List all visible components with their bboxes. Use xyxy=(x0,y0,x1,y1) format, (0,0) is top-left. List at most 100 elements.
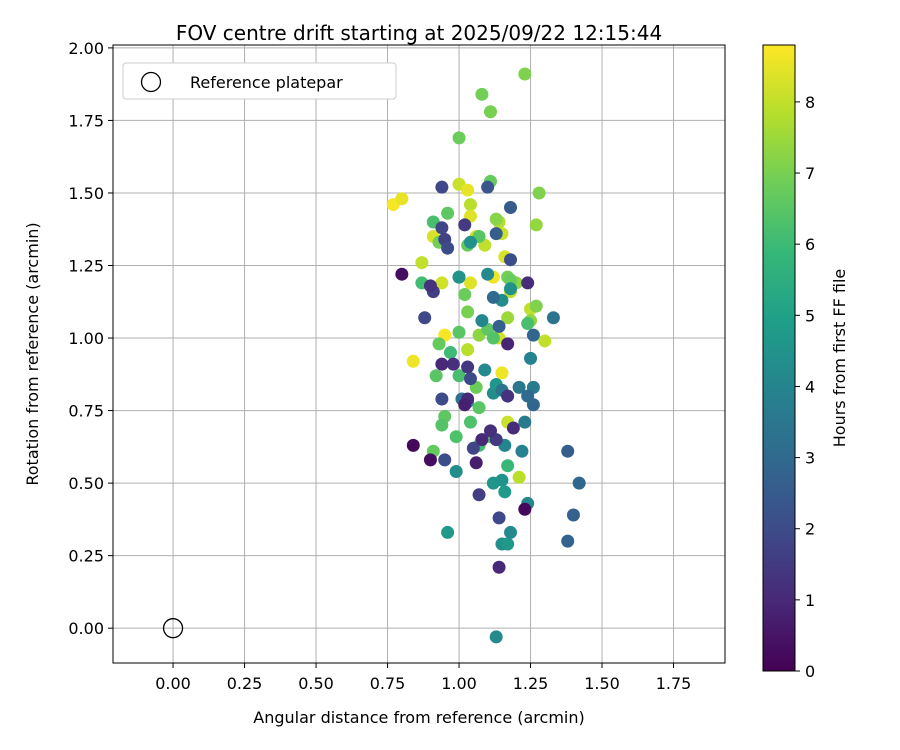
x-tick-label: 0.50 xyxy=(298,674,334,693)
data-point xyxy=(566,508,580,522)
data-points xyxy=(386,67,586,644)
colorbar-tick-label: 1 xyxy=(805,591,815,610)
data-point xyxy=(489,630,503,644)
y-axis-ticks: 0.00 0.25 0.50 0.75 1.00 1.25 1.50 1.75 2.00 xyxy=(68,39,113,638)
y-tick-label: 1.25 xyxy=(68,257,104,276)
colorbar: 0 1 2 3 4 5 6 7 8 Hours from first FF file xyxy=(762,44,849,681)
data-point xyxy=(492,511,506,525)
data-point xyxy=(504,253,518,267)
y-tick-label: 0.75 xyxy=(68,402,104,421)
data-point xyxy=(501,459,515,473)
data-point xyxy=(435,276,449,290)
data-point xyxy=(472,401,486,415)
data-point xyxy=(546,311,560,325)
data-point xyxy=(475,433,489,447)
data-point xyxy=(518,415,532,429)
data-point xyxy=(478,363,492,377)
colorbar-ticks: 0 1 2 3 4 5 6 7 8 xyxy=(795,93,815,681)
data-point xyxy=(518,67,532,81)
data-point xyxy=(395,267,409,281)
plot-area xyxy=(113,45,725,663)
data-point xyxy=(526,328,540,342)
data-point xyxy=(529,299,543,313)
data-point xyxy=(472,488,486,502)
x-tick-label: 0.75 xyxy=(370,674,406,693)
data-point xyxy=(423,453,437,467)
data-point xyxy=(463,235,477,249)
data-point xyxy=(406,354,420,368)
data-point xyxy=(492,319,506,333)
data-point xyxy=(458,218,472,232)
data-point xyxy=(495,473,509,487)
colorbar-tick-label: 2 xyxy=(805,520,815,539)
data-point xyxy=(432,337,446,351)
x-tick-label: 0.25 xyxy=(227,674,263,693)
data-point xyxy=(521,317,535,331)
data-point xyxy=(521,389,535,403)
y-tick-label: 0.25 xyxy=(68,547,104,566)
data-point xyxy=(441,206,455,220)
data-point xyxy=(435,221,449,235)
data-point xyxy=(486,290,500,304)
chart-title: FOV centre drift starting at 2025/09/22 … xyxy=(176,21,662,45)
legend: Reference platepar xyxy=(122,62,397,100)
x-tick-label: 1.00 xyxy=(441,674,477,693)
y-tick-label: 1.50 xyxy=(68,184,104,203)
data-point xyxy=(515,444,529,458)
reference-platepar-marker xyxy=(162,618,184,639)
colorbar-frame xyxy=(762,44,796,672)
data-point xyxy=(429,369,443,383)
data-point xyxy=(452,131,466,145)
data-point xyxy=(524,351,538,365)
data-point xyxy=(475,314,489,328)
data-point xyxy=(483,105,497,119)
data-point xyxy=(512,470,526,484)
data-point xyxy=(395,192,409,206)
data-point xyxy=(458,398,472,412)
data-point xyxy=(538,334,552,348)
data-point xyxy=(561,534,575,548)
data-point xyxy=(463,276,477,290)
x-tick-label: 0.00 xyxy=(155,674,191,693)
data-point xyxy=(572,476,586,490)
data-point xyxy=(463,415,477,429)
colorbar-tick-label: 8 xyxy=(805,93,815,112)
data-point xyxy=(489,227,503,241)
data-point xyxy=(489,212,503,226)
data-point xyxy=(483,424,497,438)
legend-box xyxy=(122,62,397,100)
colorbar-tick-label: 0 xyxy=(805,662,815,681)
data-point xyxy=(449,465,463,479)
y-tick-label: 1.75 xyxy=(68,111,104,130)
x-axis-label: Angular distance from reference (arcmin) xyxy=(253,708,584,727)
data-point xyxy=(461,305,475,319)
data-point xyxy=(458,288,472,302)
data-point xyxy=(449,430,463,444)
data-point xyxy=(469,456,483,470)
colorbar-tick-label: 6 xyxy=(805,235,815,254)
data-point xyxy=(501,311,515,325)
plot-frame xyxy=(112,44,726,664)
legend-reference-marker xyxy=(140,71,162,93)
y-tick-label: 0.00 xyxy=(68,619,104,638)
data-point xyxy=(418,311,432,325)
data-point xyxy=(529,218,543,232)
data-point xyxy=(461,343,475,357)
data-point xyxy=(435,392,449,406)
data-point xyxy=(435,418,449,432)
colorbar-tick-label: 4 xyxy=(805,377,815,396)
x-tick-label: 1.75 xyxy=(656,674,692,693)
data-point xyxy=(504,282,518,296)
data-point xyxy=(435,357,449,371)
data-point xyxy=(495,366,509,380)
data-point xyxy=(504,525,518,539)
data-point xyxy=(532,186,546,200)
data-point xyxy=(423,279,437,293)
data-point xyxy=(518,502,532,516)
data-point xyxy=(501,389,515,403)
data-point xyxy=(561,444,575,458)
data-point xyxy=(512,380,526,394)
colorbar-gradient xyxy=(763,45,795,671)
x-tick-label: 1.25 xyxy=(513,674,549,693)
colorbar-tick-label: 5 xyxy=(805,306,815,325)
